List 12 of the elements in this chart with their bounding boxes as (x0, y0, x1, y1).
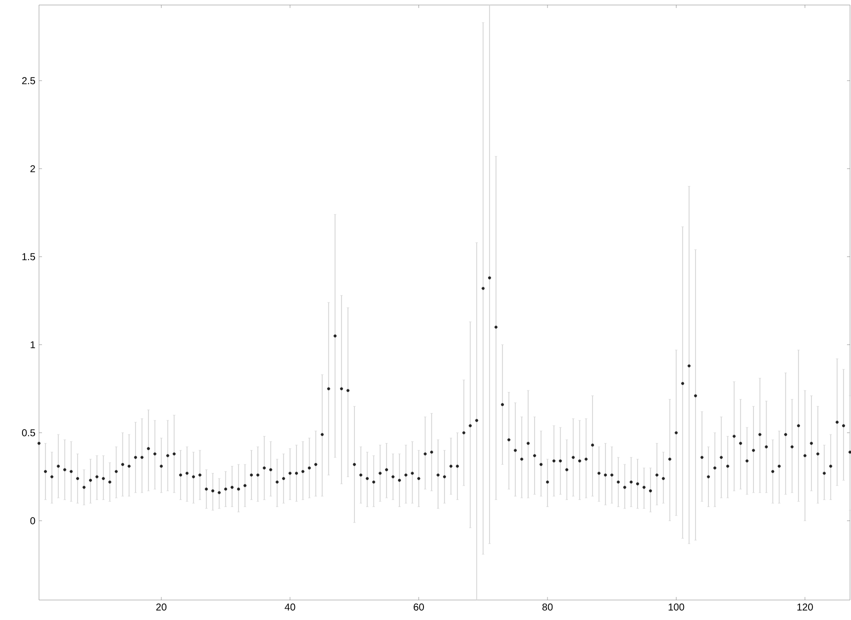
x-tick-label: 20 (156, 604, 166, 611)
x-tick-label: 120 (797, 604, 813, 611)
y-tick-label: 0.5 (22, 429, 36, 436)
y-tick-label: 2.5 (22, 77, 36, 84)
y-tick-label: 2 (30, 165, 35, 172)
x-tick-label: 40 (284, 604, 296, 611)
y-tick-label: 1 (30, 341, 35, 348)
y-tick-label: 0 (30, 517, 36, 524)
y-tick-label: 1.5 (22, 253, 36, 260)
x-tick-label: 100 (668, 604, 684, 611)
x-tick-label: 80 (542, 604, 553, 611)
x-tick-label: 60 (414, 604, 424, 611)
